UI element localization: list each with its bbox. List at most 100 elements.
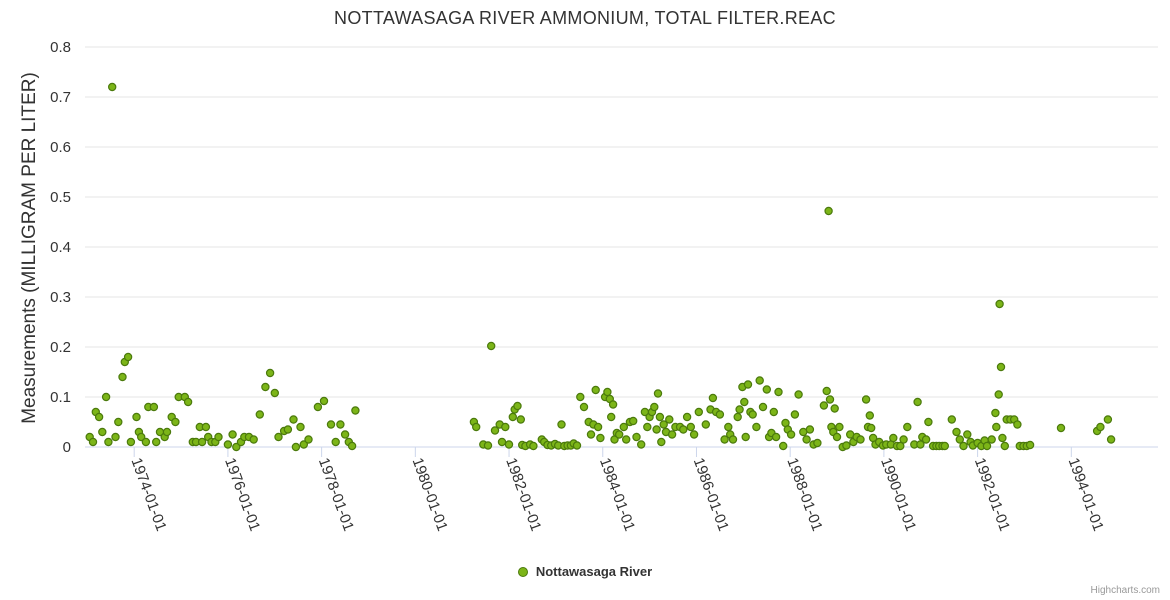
data-point[interactable]: [149, 402, 159, 412]
data-point[interactable]: [657, 437, 666, 447]
data-point[interactable]: [679, 425, 688, 434]
data-point[interactable]: [603, 387, 612, 397]
data-point[interactable]: [516, 415, 526, 424]
scatter-series[interactable]: [85, 82, 1116, 452]
data-point[interactable]: [162, 427, 172, 437]
data-point[interactable]: [632, 432, 641, 442]
data-point[interactable]: [223, 440, 233, 449]
data-point[interactable]: [774, 387, 783, 397]
data-point[interactable]: [255, 410, 264, 419]
data-point[interactable]: [501, 422, 510, 432]
data-point[interactable]: [728, 435, 738, 444]
data-point[interactable]: [825, 395, 835, 404]
data-point[interactable]: [472, 422, 481, 432]
data-point[interactable]: [576, 392, 585, 402]
data-point[interactable]: [111, 432, 120, 442]
data-point[interactable]: [118, 372, 127, 382]
data-point[interactable]: [572, 441, 582, 450]
data-point[interactable]: [959, 441, 968, 451]
data-point[interactable]: [249, 435, 258, 444]
data-point[interactable]: [508, 412, 517, 422]
data-point[interactable]: [794, 390, 803, 399]
data-point[interactable]: [991, 408, 1000, 418]
data-point[interactable]: [665, 415, 674, 424]
data-point[interactable]: [183, 397, 193, 407]
data-point[interactable]: [708, 393, 718, 403]
data-point[interactable]: [903, 422, 912, 432]
data-point[interactable]: [270, 388, 279, 398]
data-point[interactable]: [101, 392, 111, 402]
data-point[interactable]: [689, 430, 699, 439]
data-point[interactable]: [889, 433, 898, 443]
data-point[interactable]: [88, 437, 98, 447]
data-point[interactable]: [123, 352, 133, 362]
data-point[interactable]: [132, 412, 141, 422]
data-point[interactable]: [504, 440, 514, 449]
data-point[interactable]: [659, 420, 668, 429]
data-point[interactable]: [265, 368, 275, 378]
data-point[interactable]: [490, 426, 500, 435]
data-point[interactable]: [283, 425, 293, 434]
data-point[interactable]: [743, 380, 753, 389]
data-point[interactable]: [347, 441, 357, 451]
data-point[interactable]: [955, 435, 965, 444]
data-point[interactable]: [748, 410, 757, 419]
data-point[interactable]: [629, 416, 638, 426]
data-point[interactable]: [998, 433, 1007, 443]
data-point[interactable]: [940, 441, 950, 451]
data-point[interactable]: [351, 406, 360, 415]
data-point[interactable]: [652, 425, 661, 434]
data-point[interactable]: [982, 441, 992, 451]
data-point[interactable]: [865, 411, 875, 420]
data-point[interactable]: [832, 432, 842, 442]
data-point[interactable]: [896, 441, 905, 451]
data-point[interactable]: [733, 412, 742, 422]
legend[interactable]: Nottawasaga River: [0, 564, 1170, 579]
data-point[interactable]: [1103, 415, 1113, 424]
data-point[interactable]: [771, 432, 781, 442]
data-point[interactable]: [996, 362, 1006, 372]
data-point[interactable]: [741, 432, 750, 442]
data-point[interactable]: [1013, 420, 1022, 429]
data-point[interactable]: [643, 422, 652, 432]
data-point[interactable]: [899, 435, 908, 444]
data-point[interactable]: [340, 430, 350, 439]
data-point[interactable]: [126, 437, 136, 447]
data-point[interactable]: [608, 400, 618, 409]
data-point[interactable]: [513, 401, 522, 411]
data-point[interactable]: [667, 430, 677, 439]
data-point[interactable]: [724, 422, 733, 432]
data-point[interactable]: [786, 430, 796, 439]
data-point[interactable]: [557, 420, 566, 429]
data-point[interactable]: [952, 427, 961, 437]
data-point[interactable]: [586, 430, 596, 439]
data-point[interactable]: [790, 410, 800, 419]
data-point[interactable]: [822, 386, 831, 396]
data-point[interactable]: [963, 430, 972, 439]
data-point[interactable]: [861, 395, 871, 404]
data-point[interactable]: [1056, 423, 1066, 433]
data-point[interactable]: [497, 437, 507, 447]
data-point[interactable]: [802, 435, 811, 444]
data-point[interactable]: [1106, 435, 1116, 444]
data-point[interactable]: [529, 441, 538, 451]
data-point[interactable]: [136, 432, 146, 442]
data-point[interactable]: [867, 423, 876, 433]
data-point[interactable]: [487, 341, 496, 351]
data-point[interactable]: [992, 422, 1001, 432]
data-point[interactable]: [214, 432, 223, 442]
data-point[interactable]: [291, 442, 301, 452]
data-point[interactable]: [201, 422, 211, 432]
data-point[interactable]: [995, 299, 1004, 309]
data-point[interactable]: [104, 437, 113, 447]
data-point[interactable]: [579, 402, 589, 412]
data-point[interactable]: [752, 422, 761, 432]
data-point[interactable]: [607, 412, 616, 422]
data-point[interactable]: [483, 441, 493, 450]
data-point[interactable]: [274, 432, 283, 442]
data-point[interactable]: [141, 437, 151, 447]
data-point[interactable]: [296, 422, 305, 432]
data-point[interactable]: [313, 402, 323, 412]
data-point[interactable]: [593, 422, 603, 432]
data-point[interactable]: [171, 417, 180, 427]
